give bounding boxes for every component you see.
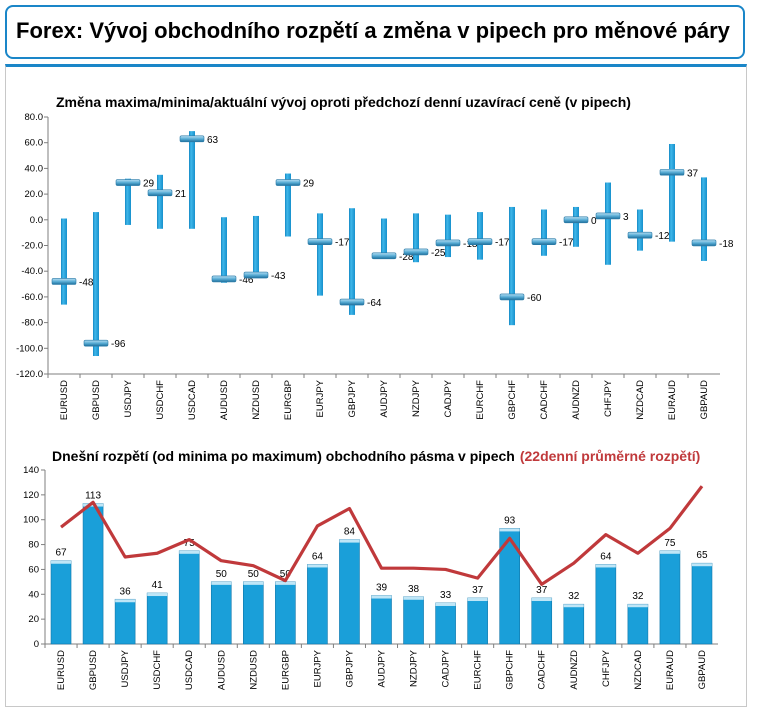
chart1-range-bar <box>221 217 227 283</box>
chart1-y-tick-label: -60.0 <box>21 292 43 303</box>
chart1-range-bar <box>157 174 163 229</box>
chart1-current-marker <box>83 339 109 347</box>
chart1-x-tick-label: CADCHF <box>539 380 550 420</box>
chart1-current-marker <box>275 179 301 186</box>
chart1-range-bar <box>349 208 355 315</box>
chart1-data-label: 37 <box>687 168 699 179</box>
chart1-data-label: -25 <box>431 248 446 259</box>
chart1-y-tick-label: 80.0 <box>25 112 44 123</box>
chart1-data-label: -43 <box>271 271 286 282</box>
chart1-x-tick-label: AUDNZD <box>571 380 582 420</box>
chart1-data-label: 63 <box>207 135 219 146</box>
chart1-data-label: 3 <box>623 212 629 223</box>
chart1-current-marker <box>467 238 493 245</box>
chart1-x-tick-label: NZDUSD <box>251 380 262 420</box>
chart1-y-tick-label: -80.0 <box>21 318 43 329</box>
chart1-y-tick-label: 20.0 <box>25 189 44 200</box>
chart1-x-tick-label: EURAUD <box>667 380 678 420</box>
chart1-y-tick-label: 0.0 <box>30 215 43 226</box>
page-title: Forex: Vývoj obchodního rozpětí a změna … <box>16 18 730 43</box>
chart1-current-marker <box>243 271 269 279</box>
chart1-x-tick-label: AUDUSD <box>219 380 230 420</box>
chart1-y-tick-label: 60.0 <box>25 138 44 149</box>
chart1-x-tick-label: GBPJPY <box>347 379 358 417</box>
chart1-data-label: -17 <box>495 238 510 249</box>
chart1-range-bar <box>477 212 483 260</box>
chart1-y-tick-label: -100.0 <box>16 343 43 354</box>
chart1-data-label: 29 <box>143 179 155 190</box>
chart1-range-bar <box>93 212 99 357</box>
chart1-range-bar <box>125 178 131 225</box>
chart1-range-bar <box>253 215 259 278</box>
chart1-x-tick-label: EURJPY <box>315 379 326 417</box>
chart1-title: Změna maxima/minima/aktuální vývoj oprot… <box>56 94 631 110</box>
chart1-range-bar <box>509 206 515 326</box>
chart1-current-marker <box>307 238 333 245</box>
chart1-range-bar <box>285 173 291 237</box>
chart1-data-label: -28 <box>399 252 414 263</box>
chart1-range-bar <box>605 182 611 265</box>
chart1-data-label: -17 <box>335 238 350 249</box>
chart1-x-tick-label: CHFJPY <box>603 379 614 417</box>
chart1-x-tick-label: GBPCHF <box>507 380 518 420</box>
chart1-range-bar <box>189 131 195 229</box>
chart1-range-bar <box>381 218 387 259</box>
chart1-range-bar <box>61 218 67 305</box>
chart1-y-tick-label: -40.0 <box>21 266 43 277</box>
chart1-x-tick-label: USDCAD <box>187 380 198 420</box>
chart1-current-marker <box>147 189 173 197</box>
chart1-data-label: -64 <box>367 298 382 309</box>
chart1-x-tick-label: EURCHF <box>475 380 486 420</box>
chart1-x-tick-label: GBPUSD <box>91 380 102 420</box>
chart1-current-marker <box>51 278 77 285</box>
chart1-y-tick-label: -120.0 <box>16 369 43 380</box>
chart1-data-label: -96 <box>111 339 126 350</box>
chart1-current-marker <box>627 231 653 239</box>
chart1-data-label: -18 <box>719 239 734 250</box>
chart1-range-bar <box>573 206 579 247</box>
chart1-x-tick-label: AUDJPY <box>379 379 390 417</box>
chart1-data-label: -12 <box>655 231 670 242</box>
chart1-current-marker <box>595 212 621 220</box>
chart1-data-label: -17 <box>559 238 574 249</box>
chart1-data-label: 21 <box>175 189 187 200</box>
header-box: Forex: Vývoj obchodního rozpětí a změna … <box>5 5 745 59</box>
chart1-range-bar <box>445 214 451 258</box>
chart1-range-bar <box>669 143 675 242</box>
chart1-current-marker <box>499 293 525 301</box>
chart1-data-label: -48 <box>79 277 94 288</box>
chart1-y-tick-label: 40.0 <box>25 163 44 174</box>
chart1-y-tick-label: -20.0 <box>21 241 43 252</box>
chart1-data-label: 29 <box>303 179 315 190</box>
chart1-range-bar <box>701 177 707 261</box>
chart1-range-bar <box>637 209 643 251</box>
chart1-range-bar <box>541 209 547 256</box>
chart1-range-bar <box>413 213 419 263</box>
chart1-x-tick-label: CADJPY <box>443 379 454 417</box>
chart1-current-marker <box>435 239 461 247</box>
chart1-current-marker <box>659 168 685 176</box>
chart1-current-marker <box>403 248 429 256</box>
chart1-x-tick-label: NZDJPY <box>411 379 422 417</box>
chart1-x-tick-label: USDJPY <box>123 379 134 417</box>
chart1-range-bar <box>317 213 323 296</box>
chart1-current-marker <box>339 298 365 306</box>
chart1-x-tick-label: GBPAUD <box>699 380 710 420</box>
chart1-x-tick-label: USDCHF <box>155 380 166 420</box>
chart1-x-tick-label: EURGBP <box>283 380 294 420</box>
chart1-current-marker <box>531 238 557 245</box>
chart1-current-marker <box>371 252 397 260</box>
chart1-data-label: -60 <box>527 293 542 304</box>
chart1-current-marker <box>563 216 589 224</box>
chart1-current-marker <box>115 179 141 186</box>
chart1-current-marker <box>179 135 205 143</box>
chart1-x-tick-label: EURUSD <box>59 380 70 420</box>
chart1-current-marker <box>691 239 717 247</box>
chart1-data-label: -46 <box>239 275 254 286</box>
chart1-current-marker <box>211 275 237 283</box>
chart1-x-tick-label: NZDCAD <box>635 380 646 420</box>
chart1-data-label: 0 <box>591 216 597 227</box>
